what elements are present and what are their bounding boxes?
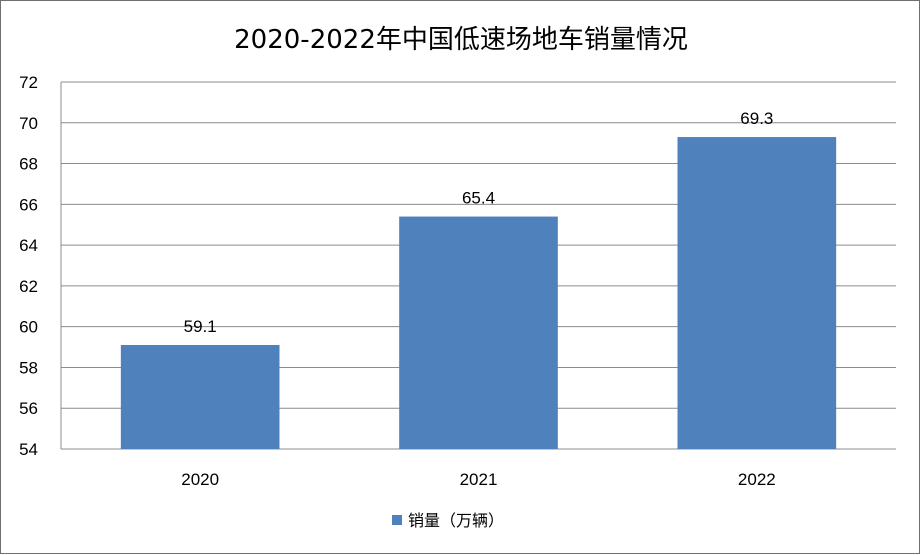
- y-tick-label: 70: [19, 114, 38, 133]
- y-tick-label: 72: [19, 73, 38, 92]
- bar-2021: [399, 216, 558, 449]
- legend-swatch: [392, 515, 402, 525]
- x-axis-ticks: 2020 2021 2022: [181, 470, 775, 489]
- y-tick-label: 54: [19, 440, 38, 459]
- y-tick-label: 58: [19, 358, 38, 377]
- x-tick-label: 2020: [181, 470, 219, 489]
- bar-2020: [120, 345, 280, 449]
- data-label: 59.1: [184, 317, 217, 336]
- y-axis-ticks: 54 56 58 60 62 64 66 68 70 72: [19, 73, 38, 459]
- x-tick-label: 2022: [738, 470, 776, 489]
- y-tick-label: 66: [19, 195, 38, 214]
- data-labels: 59.1 65.4 69.3: [184, 109, 774, 336]
- data-label: 69.3: [740, 109, 773, 128]
- y-tick-label: 68: [19, 155, 38, 174]
- bar-2022: [677, 137, 837, 450]
- y-tick-label: 56: [19, 399, 38, 418]
- x-tick-label: 2021: [460, 470, 498, 489]
- chart-title: 2020-2022年中国低速场地车销量情况: [234, 25, 688, 55]
- y-tick-label: 62: [19, 277, 38, 296]
- y-tick-label: 64: [19, 236, 38, 255]
- data-label: 65.4: [462, 189, 495, 208]
- y-tick-label: 60: [19, 318, 38, 337]
- legend: 销量（万辆）: [392, 511, 504, 530]
- legend-label: 销量（万辆）: [408, 511, 504, 530]
- bars: [120, 137, 837, 450]
